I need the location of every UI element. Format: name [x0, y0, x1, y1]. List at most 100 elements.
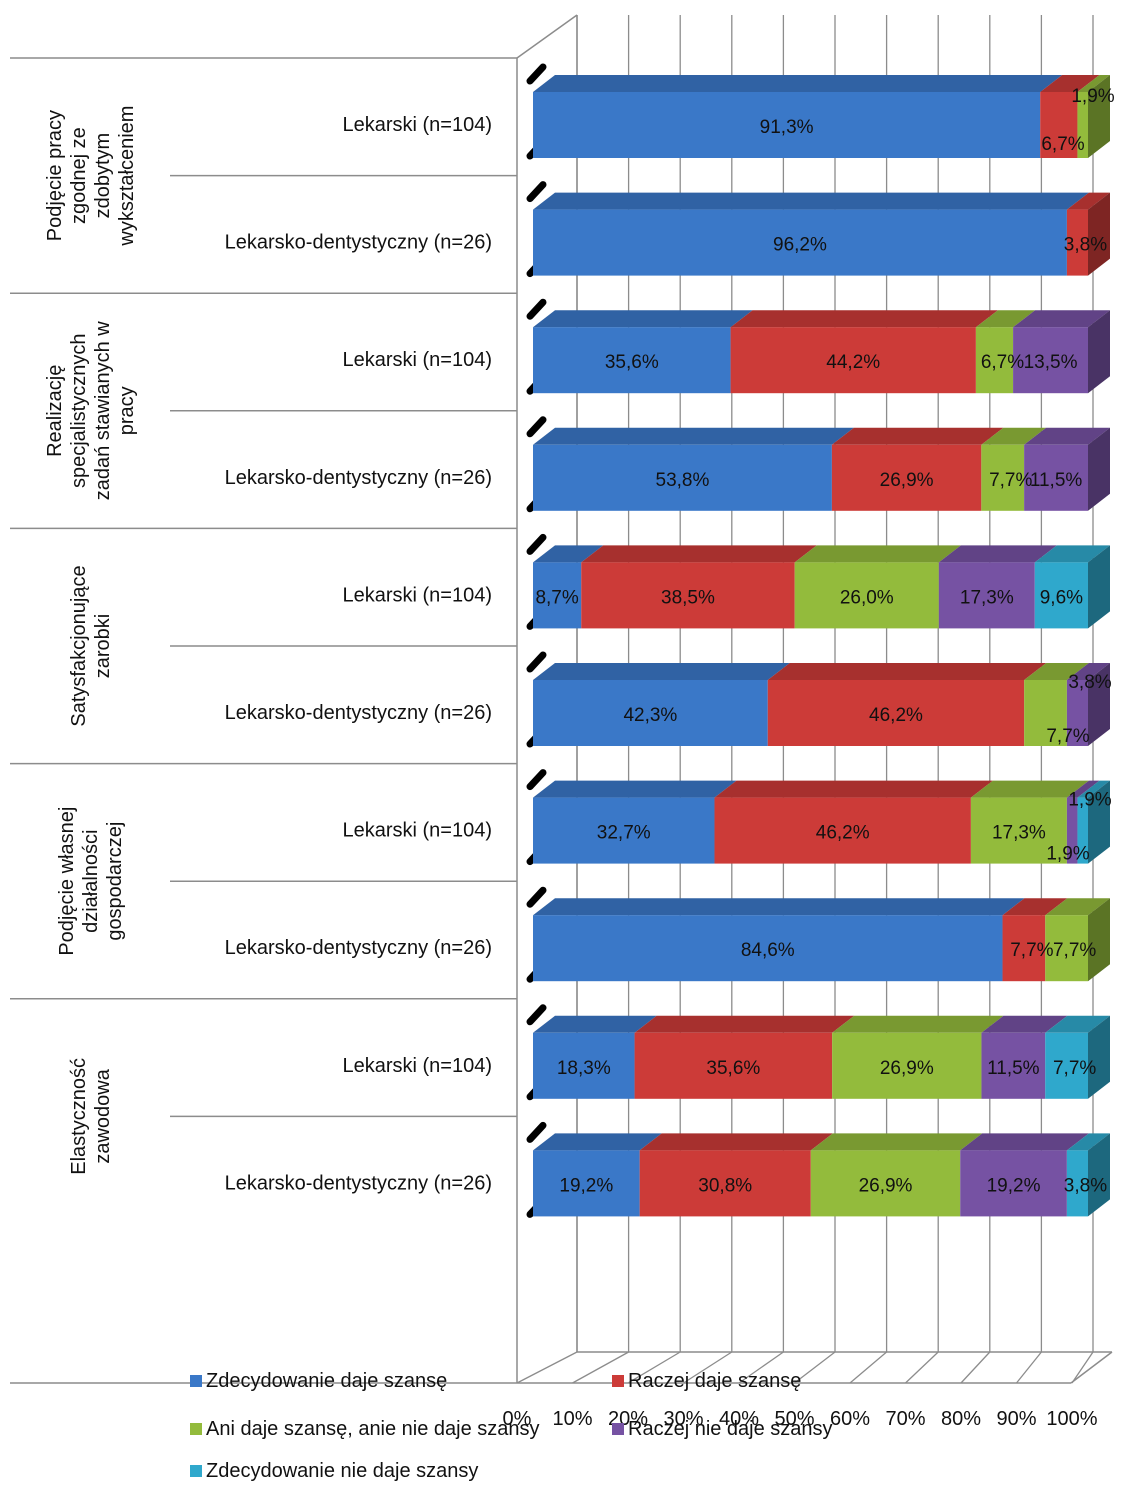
- data-label: 44,2%: [826, 352, 880, 373]
- data-label: 35,6%: [605, 352, 659, 373]
- data-label: 17,3%: [960, 587, 1014, 608]
- data-label: 26,9%: [859, 1175, 913, 1196]
- bar-segment: [970, 797, 1067, 864]
- data-label: 6,7%: [981, 352, 1024, 373]
- bar-segment-top: [533, 663, 790, 680]
- data-label: 91,3%: [760, 117, 814, 138]
- bar-segment: [533, 1032, 635, 1099]
- group-label-line: gospodarczej: [104, 822, 126, 941]
- category-label: Lekarsko-dentystyczny (n=26): [225, 1172, 492, 1194]
- group-label-line: Podjęcie własnej: [56, 807, 78, 956]
- bar-segment-top: [810, 1133, 983, 1151]
- group-label-line: Realizację: [44, 365, 66, 457]
- bar-segment: [1066, 209, 1088, 276]
- axis-break-mark: [526, 533, 547, 555]
- group-label-line: zdobytym: [92, 133, 114, 219]
- axis-break-mark: [526, 298, 547, 320]
- data-label: 3,8%: [1064, 235, 1107, 256]
- axis-break-mark: [526, 416, 547, 438]
- data-label: 19,2%: [559, 1175, 613, 1196]
- axis-break-mark: [526, 1004, 547, 1026]
- data-label: 1,9%: [1046, 844, 1089, 865]
- data-label: 8,7%: [535, 587, 578, 608]
- bar-segment-side: [1088, 427, 1110, 511]
- bars-layer: [533, 75, 1110, 1217]
- group-label: Podjęcie własnej działalności gospodarczej: [56, 807, 126, 956]
- axis-break-mark: [526, 651, 547, 673]
- bar-segment: [794, 562, 939, 629]
- bar-segment: [938, 562, 1035, 629]
- group-label: Elastyczność zawodowa: [68, 1058, 114, 1175]
- bar-segment-top: [533, 1133, 662, 1151]
- bar-segment-top: [1045, 1015, 1110, 1033]
- group-label-line: zadań stawianych w: [92, 321, 114, 501]
- bar-segment: [533, 92, 1041, 158]
- group-label-line: wykształceniem: [116, 106, 138, 247]
- bar-segment: [1013, 327, 1088, 394]
- bar-segment: [533, 1150, 640, 1217]
- group-label-line: Podjęcie pracy: [44, 110, 66, 241]
- bar-segment-top: [1066, 1133, 1110, 1151]
- data-label: 1,9%: [1071, 86, 1114, 107]
- bar-segment: [730, 327, 976, 394]
- bar-segment-side: [1088, 75, 1110, 158]
- bar-segment-top: [1002, 898, 1068, 916]
- bar-segment-top: [533, 780, 737, 798]
- data-label: 35,6%: [706, 1058, 760, 1079]
- bar-segment-top: [960, 1133, 1089, 1151]
- bar-segment-side: [1088, 898, 1110, 982]
- bar-segment: [639, 1150, 811, 1217]
- category-label: Lekarsko-dentystyczny (n=26): [225, 702, 492, 724]
- group-label-line: specjalistycznych: [68, 334, 90, 489]
- bar-segment-top: [938, 545, 1057, 563]
- bar-segment-top: [1066, 780, 1100, 798]
- x-tick-label: 50%: [774, 1408, 814, 1430]
- bar-segment: [981, 1032, 1046, 1099]
- axis-break-mark: [526, 1121, 547, 1143]
- category-label: Lekarski (n=104): [342, 114, 492, 136]
- x-tick-label: 10%: [552, 1408, 592, 1430]
- bar-segment-top: [1045, 898, 1110, 916]
- bar-segment: [981, 444, 1025, 511]
- data-label: 38,5%: [661, 587, 715, 608]
- data-label: 11,5%: [987, 1058, 1040, 1079]
- wall-top-edge: [516, 14, 578, 59]
- bar-segment-top: [981, 427, 1047, 445]
- data-label: 1,9%: [1068, 790, 1111, 811]
- bar-segment-top: [970, 780, 1089, 798]
- data-label: 84,6%: [741, 940, 795, 961]
- legend-label: Raczej daje szansę: [628, 1370, 801, 1392]
- data-label: 42,3%: [623, 705, 677, 726]
- group-label: Satysfakcjonujące zarobki: [68, 565, 114, 726]
- bar-segment-top: [533, 898, 1025, 916]
- bar-segment-top: [1034, 545, 1110, 563]
- data-label: 53,8%: [656, 470, 710, 491]
- group-label-line: działalności: [80, 830, 102, 933]
- legend-swatch: [190, 1465, 202, 1477]
- legend-swatch: [190, 1375, 202, 1387]
- bar-segment-top: [533, 545, 604, 563]
- bar-segment-top: [1066, 663, 1110, 680]
- category-label: Lekarski (n=104): [342, 1055, 492, 1077]
- gridline-floor: [1071, 1351, 1094, 1384]
- x-tick-label: 90%: [996, 1408, 1036, 1430]
- legend-swatch: [190, 1423, 202, 1435]
- bar-segment: [533, 562, 582, 629]
- category-label: Lekarski (n=104): [342, 820, 492, 842]
- data-label: 7,7%: [1053, 940, 1096, 961]
- gridline-floor: [905, 1351, 939, 1384]
- bar-segment-top: [767, 663, 1047, 680]
- x-tick-label: 30%: [663, 1408, 703, 1430]
- bar-segment-top: [1077, 75, 1110, 92]
- bar-segment: [1040, 92, 1078, 158]
- gridline-floor: [1015, 1351, 1042, 1384]
- category-label: Lekarsko-dentystyczny (n=26): [225, 937, 492, 959]
- category-label: Lekarski (n=104): [342, 349, 492, 371]
- bar-segment: [1066, 1150, 1088, 1217]
- bar-segment: [1034, 562, 1088, 629]
- bar-segment-top: [533, 310, 753, 328]
- bar-segment-top: [533, 1015, 657, 1033]
- bar-segment: [975, 327, 1014, 394]
- data-label: 11,5%: [1030, 470, 1083, 491]
- data-label: 32,7%: [597, 823, 651, 844]
